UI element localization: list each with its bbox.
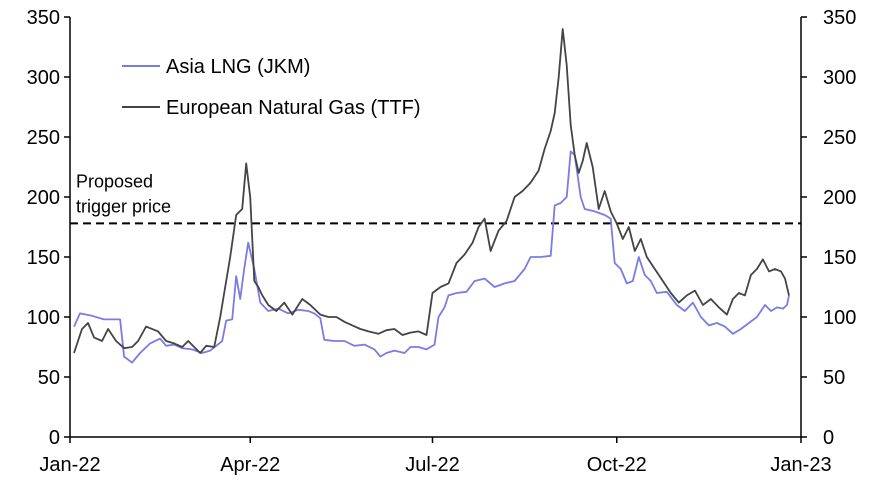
trigger-price-annotation: Proposed trigger price	[70, 171, 801, 225]
y-tick-label-right: 300	[823, 67, 856, 89]
legend-label-jkm: Asia LNG (JKM)	[166, 56, 310, 78]
x-tick-label: Jan-22	[39, 454, 100, 476]
y-tick-label-right: 200	[823, 187, 856, 209]
axes: 0 0 50 50 100 100 150 150 200 200 250 250 300 300 350 3…	[27, 7, 857, 476]
x-tick-label: Jul-22	[405, 454, 459, 476]
trigger-price-label-line-1: Proposed	[76, 171, 153, 191]
y-tick-label-left: 350	[27, 7, 60, 29]
legend-label-ttf: European Natural Gas (TTF)	[166, 97, 421, 119]
y-tick-label-right: 100	[823, 307, 856, 329]
y-tick-label-right: 250	[823, 127, 856, 149]
y-tick-label-left: 300	[27, 67, 60, 89]
y-tick-label-right: 150	[823, 247, 856, 269]
y-tick-label-left: 100	[27, 307, 60, 329]
x-tick-label: Apr-22	[220, 454, 280, 476]
y-tick-label-right: 0	[823, 427, 834, 449]
y-tick-label-left: 0	[49, 427, 60, 449]
y-tick-label-left: 150	[27, 247, 60, 269]
trigger-price-label-line-2: trigger price	[76, 196, 171, 216]
y-tick-label-left: 50	[38, 367, 60, 389]
series-line-jkm	[73, 150, 790, 364]
series-line-ttf	[73, 28, 790, 354]
y-tick-label-left: 200	[27, 187, 60, 209]
y-tick-label-right: 50	[823, 367, 845, 389]
series-layer	[73, 28, 790, 364]
y-tick-label-left: 250	[27, 127, 60, 149]
x-tick-label: Oct-22	[587, 454, 647, 476]
legend: Asia LNG (JKM) European Natural Gas (TTF…	[122, 56, 421, 119]
y-tick-label-right: 350	[823, 7, 856, 29]
x-tick-label: Jan-23	[770, 454, 831, 476]
